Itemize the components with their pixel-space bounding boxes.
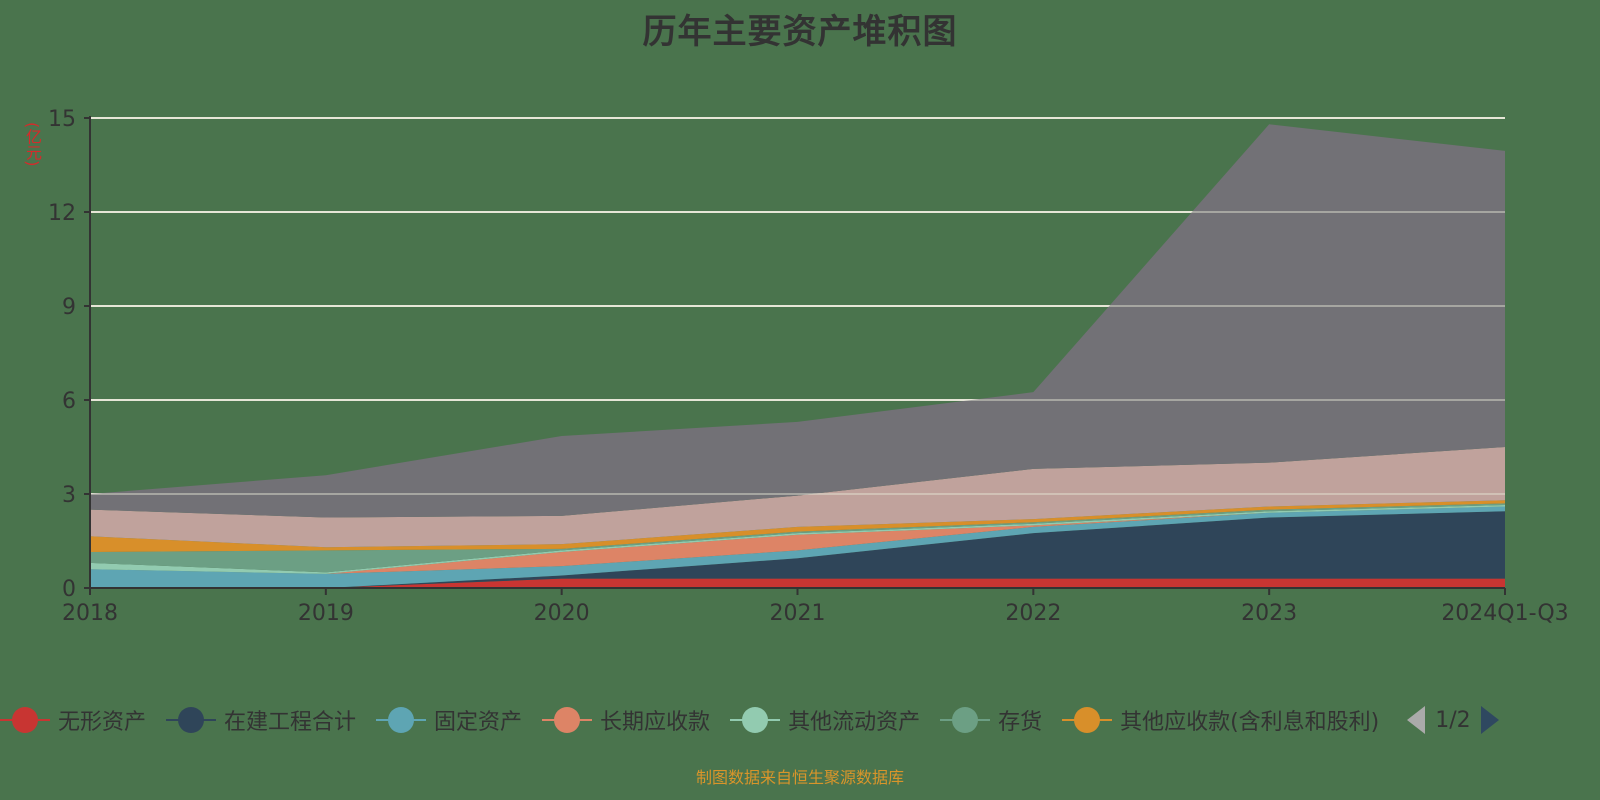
legend-item-2[interactable]: 固定资产: [376, 704, 522, 736]
legend-item-1[interactable]: 在建工程合计: [166, 704, 356, 736]
legend-item-0[interactable]: 无形资产: [0, 704, 146, 736]
legend-circle-icon: [0, 706, 50, 734]
chart-title: 历年主要资产堆积图: [642, 12, 958, 52]
legend-label: 存货: [998, 710, 1043, 735]
y-tick-label: 6: [62, 389, 76, 414]
legend: 无形资产 在建工程合计 固定资产 长期应收款 其他流动资产 存货 其他应收款(含利息和股利)…: [0, 704, 1499, 736]
area-series-5[interactable]: [90, 503, 1505, 573]
x-tick-label: 2023: [1241, 601, 1297, 626]
source-note: 制图数据来自恒生聚源数据库: [695, 768, 904, 787]
stacked-area-chart: 0 3 6 9 12 15 2018 2019 2020 2021 2022 2023 2024Q1-Q…: [48, 107, 1569, 626]
axes: 0 3 6 9 12 15 2018 2019 2020 2021 2022 2023 2024Q1-Q…: [48, 107, 1569, 626]
legend-item-6[interactable]: 其他应收款(含利息和股利): [1062, 704, 1379, 736]
legend-circle-icon: [1062, 706, 1113, 734]
legend-label: 其他应收款(含利息和股利): [1120, 710, 1380, 735]
legend-circle-icon: [542, 706, 593, 734]
area-series-1[interactable]: [90, 511, 1505, 588]
area-series-6[interactable]: [90, 500, 1505, 552]
legend-next-page-icon[interactable]: [1480, 706, 1499, 734]
area-series-8[interactable]: [90, 124, 1505, 518]
y-axis-unit-label: (亿元): [23, 122, 42, 167]
y-tick-label: 9: [62, 295, 76, 320]
legend-item-5[interactable]: 存货: [940, 704, 1042, 736]
legend-label: 长期应收款: [600, 710, 711, 735]
x-tick-label: 2020: [534, 601, 590, 626]
legend-prev-page-icon[interactable]: [1407, 706, 1426, 734]
area-series-2[interactable]: [90, 506, 1505, 588]
legend-circle-icon: [376, 706, 427, 734]
area-series: [90, 117, 1505, 588]
legend-label: 无形资产: [58, 710, 147, 735]
legend-circle-icon: [730, 706, 781, 734]
x-tick-label: 2021: [770, 601, 826, 626]
area-series-7[interactable]: [90, 447, 1505, 548]
y-tick-label: 0: [62, 577, 76, 602]
x-tick-label: 2018: [62, 601, 118, 626]
x-tick-label: 2022: [1005, 601, 1061, 626]
y-tick-label: 15: [48, 107, 76, 132]
x-tick-label: 2024Q1-Q3: [1441, 601, 1568, 626]
area-series-0[interactable]: [90, 578, 1505, 588]
legend-label: 其他流动资产: [788, 710, 921, 735]
area-series-3[interactable]: [90, 506, 1505, 574]
legend-circle-icon: [940, 706, 991, 734]
legend-label: 固定资产: [434, 710, 523, 735]
x-tick-label: 2019: [298, 601, 354, 626]
legend-item-3[interactable]: 长期应收款: [542, 704, 710, 736]
legend-page-indicator: 1/2: [1435, 707, 1471, 733]
legend-label: 在建工程合计: [224, 710, 357, 735]
y-tick-label: 12: [48, 201, 76, 226]
legend-pager: 1/2: [1407, 706, 1499, 734]
legend-item-4[interactable]: 其他流动资产: [730, 704, 920, 736]
y-tick-label: 3: [62, 483, 76, 508]
legend-circle-icon: [166, 706, 217, 734]
